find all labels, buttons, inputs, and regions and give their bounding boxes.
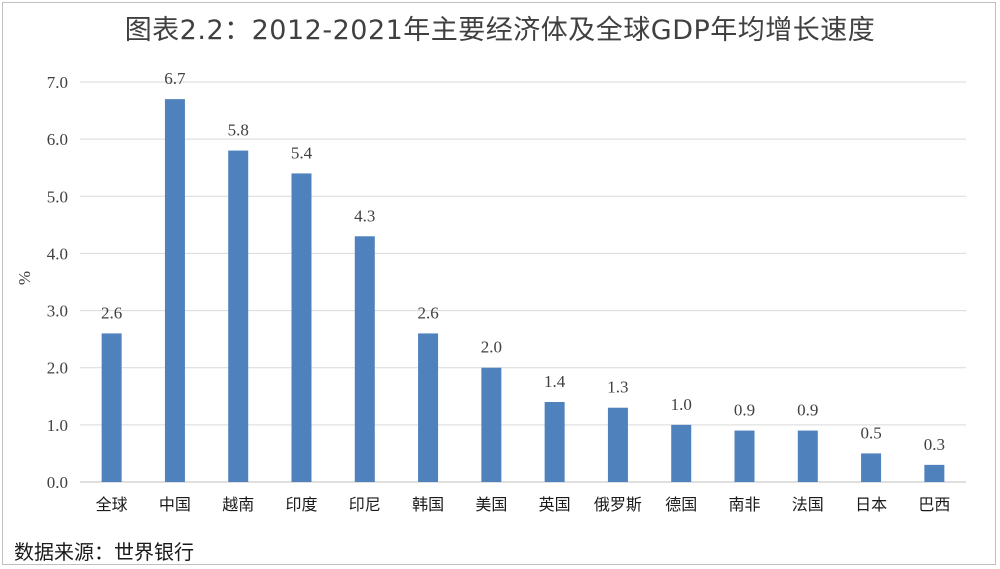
bar: [481, 367, 502, 482]
y-axis-label: %: [15, 271, 34, 285]
y-tick-label: 0.0: [47, 473, 68, 492]
category-label: 日本: [855, 495, 887, 514]
data-label: 1.3: [607, 378, 628, 397]
category-label: 印度: [285, 495, 317, 514]
data-label: 2.0: [481, 338, 502, 357]
bars: [101, 99, 945, 483]
bar: [354, 236, 375, 482]
source-note: 数据来源：世界银行: [14, 540, 194, 564]
bar: [101, 333, 122, 482]
y-tick-label: 7.0: [47, 73, 68, 92]
data-label: 1.0: [671, 395, 692, 414]
bar: [861, 453, 882, 482]
data-label: 2.6: [417, 303, 438, 322]
data-label: 2.6: [101, 303, 122, 322]
data-label: 5.8: [228, 121, 249, 140]
bar: [291, 173, 312, 482]
category-labels: 全球 中国 越南 印度 印尼 韩国 美国 英国 俄罗斯 德国 南非 法国 日本 巴西: [96, 495, 951, 514]
data-label: 4.3: [354, 206, 375, 225]
bar: [607, 407, 628, 482]
bar: [418, 333, 439, 482]
category-label: 韩国: [412, 495, 444, 514]
y-tick-label: 6.0: [47, 130, 68, 149]
bar: [228, 150, 249, 483]
bar: [797, 430, 818, 482]
y-tick-label: 2.0: [47, 359, 68, 378]
data-label: 0.9: [734, 401, 755, 420]
category-label: 法国: [792, 495, 824, 514]
category-label: 中国: [159, 495, 191, 514]
y-tick-label: 1.0: [47, 416, 68, 435]
data-labels: 2.6 6.7 5.8 5.4 4.3 2.6 2.0 1.4 1.3 1.0 0.9 0.9 0.5 0…: [101, 69, 945, 454]
category-label: 巴西: [918, 495, 950, 514]
data-label: 1.4: [544, 372, 566, 391]
chart-title: 图表2.2：2012-2021年主要经济体及全球GDP年均增长速度: [124, 15, 876, 46]
bar: [671, 424, 692, 482]
category-label: 印尼: [349, 495, 381, 514]
data-label: 0.3: [924, 435, 945, 454]
y-tick-label: 4.0: [47, 244, 68, 263]
bar: [544, 402, 565, 482]
data-label: 0.9: [797, 401, 818, 420]
bar: [164, 99, 185, 483]
y-axis-ticks: 0.0 1.0 2.0 3.0 4.0 5.0 6.0 7.0: [47, 73, 68, 492]
category-label: 越南: [222, 495, 254, 514]
category-label: 全球: [96, 495, 128, 514]
category-label: 美国: [475, 495, 507, 514]
category-label: 英国: [539, 495, 571, 514]
bar: [924, 464, 945, 482]
data-label: 0.5: [860, 423, 881, 442]
category-label: 南非: [728, 495, 760, 514]
category-label: 德国: [665, 495, 697, 514]
category-label: 俄罗斯: [594, 495, 642, 514]
y-tick-label: 3.0: [47, 302, 68, 321]
data-label: 6.7: [164, 69, 186, 88]
data-label: 5.4: [291, 143, 313, 162]
y-tick-label: 5.0: [47, 187, 68, 206]
bar: [734, 430, 755, 482]
gridlines: [80, 81, 966, 483]
